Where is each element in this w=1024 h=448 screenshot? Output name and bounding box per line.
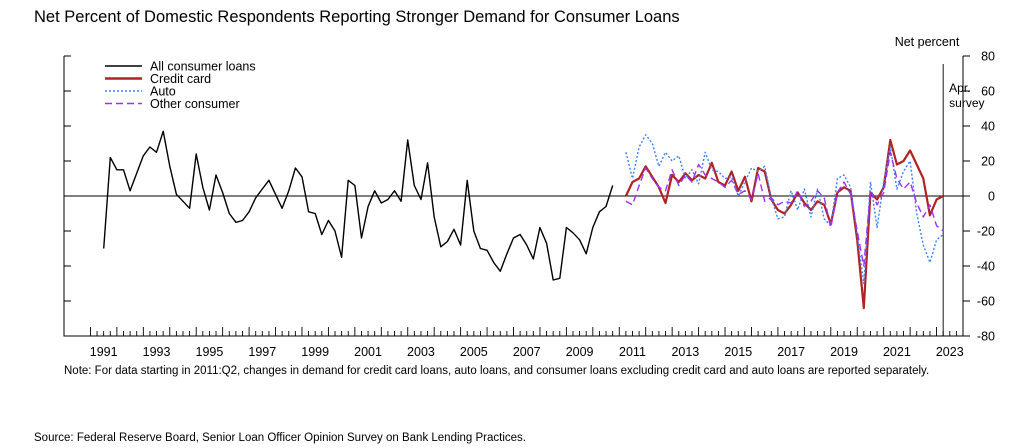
series-line-auto [625,134,944,285]
series-line-other-consumer [625,151,944,267]
x-tick-label: 2019 [830,345,858,359]
x-tick-label: 2023 [936,345,964,359]
y-tick-label: -80 [977,330,995,344]
x-tick-label: 2013 [671,345,699,359]
series-lines [103,130,944,310]
legend-label: Other consumer [150,97,240,111]
legend-label: All consumer loans [150,60,256,74]
x-tick-label: 2007 [513,345,541,359]
chart-note: Note: For data starting in 2011:Q2, chan… [64,365,930,377]
y-tick-label: -40 [977,260,995,274]
y-tick-label: 40 [981,120,995,134]
x-tick-label: 2005 [460,345,488,359]
x-tick-label: 2001 [354,345,382,359]
y-tick-label: 20 [981,155,995,169]
survey-annotation: survey [949,96,984,110]
series-line-all-consumer-loans [103,130,614,281]
y-tick-label: -60 [977,295,995,309]
y-tick-label: 60 [981,85,995,99]
x-tick-label: 1991 [90,345,118,359]
x-tick-label: 1997 [248,345,276,359]
y-tick-label: -20 [977,225,995,239]
x-tick-label: 2011 [619,345,646,359]
y-tick-label: 80 [981,50,995,64]
x-tick-label: 2021 [883,345,911,359]
x-tick-label: 1999 [301,345,329,359]
y-axis-label: Net percent [895,35,960,49]
y-tick-label: 0 [988,190,995,204]
x-tick-label: 1993 [143,345,171,359]
chart-title: Net Percent of Domestic Respondents Repo… [34,8,680,26]
x-tick-label: 2015 [724,345,752,359]
x-tick-label: 2003 [407,345,435,359]
x-tick-label: 1995 [196,345,224,359]
legend-label: Credit card [150,72,211,86]
axes: 80 60 40 20 0 -20 -40 -60 -80 1991 1993 1995 1997 199… [63,50,995,359]
survey-annotation: Apr. [949,81,970,95]
x-tick-label: 2017 [777,345,805,359]
chart-source: Source: Federal Reserve Board, Senior Lo… [34,432,527,444]
legend-label: Auto [150,85,176,99]
x-tick-label: 2009 [566,345,594,359]
series-line-credit-card [624,138,944,310]
